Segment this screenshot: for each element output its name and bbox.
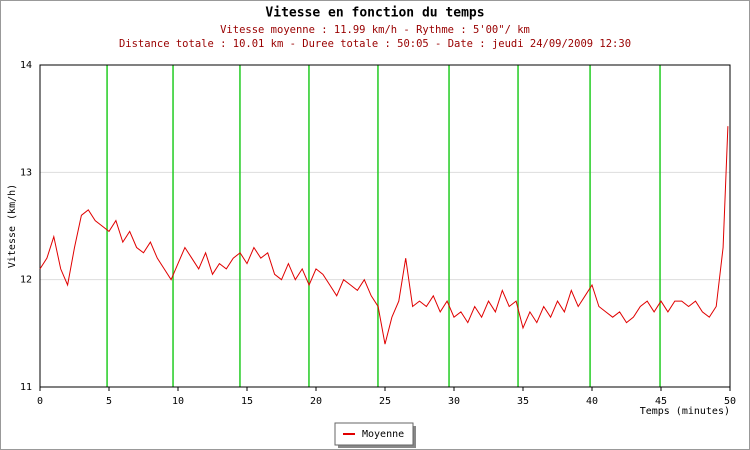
x-tick-label: 15 [241,396,253,407]
x-tick-label: 45 [655,396,667,407]
y-tick-label: 12 [20,275,32,286]
x-tick-label: 0 [37,396,43,407]
plot-border [39,64,731,388]
x-tick-label: 40 [586,396,598,407]
x-tick-label: 10 [172,396,184,407]
x-axis-label: Temps (minutes) [640,406,730,417]
x-tick-label: 50 [724,396,736,407]
plot-area [40,65,730,387]
y-axis-label: Vitesse (km/h) [7,184,18,268]
line [39,126,729,345]
subtitle: Distance totale : 10.01 km - Duree total… [119,38,631,50]
x-tick-label: 5 [106,396,112,407]
x-tick-label: 30 [448,396,460,407]
y-tick-label: 13 [20,167,32,178]
legend-label: Moyenne [362,429,404,440]
subtitle: Vitesse moyenne : 11.99 km/h - Rythme : … [220,24,530,36]
legend-box [334,422,414,446]
x-tick-label: 20 [310,396,322,407]
y-tick-label: 14 [20,60,32,71]
x-tick-label: 35 [517,396,529,407]
y-tick-label: 11 [20,382,32,393]
chart-title: Vitesse en fonction du temps [265,6,484,21]
x-tick-label: 25 [379,396,391,407]
